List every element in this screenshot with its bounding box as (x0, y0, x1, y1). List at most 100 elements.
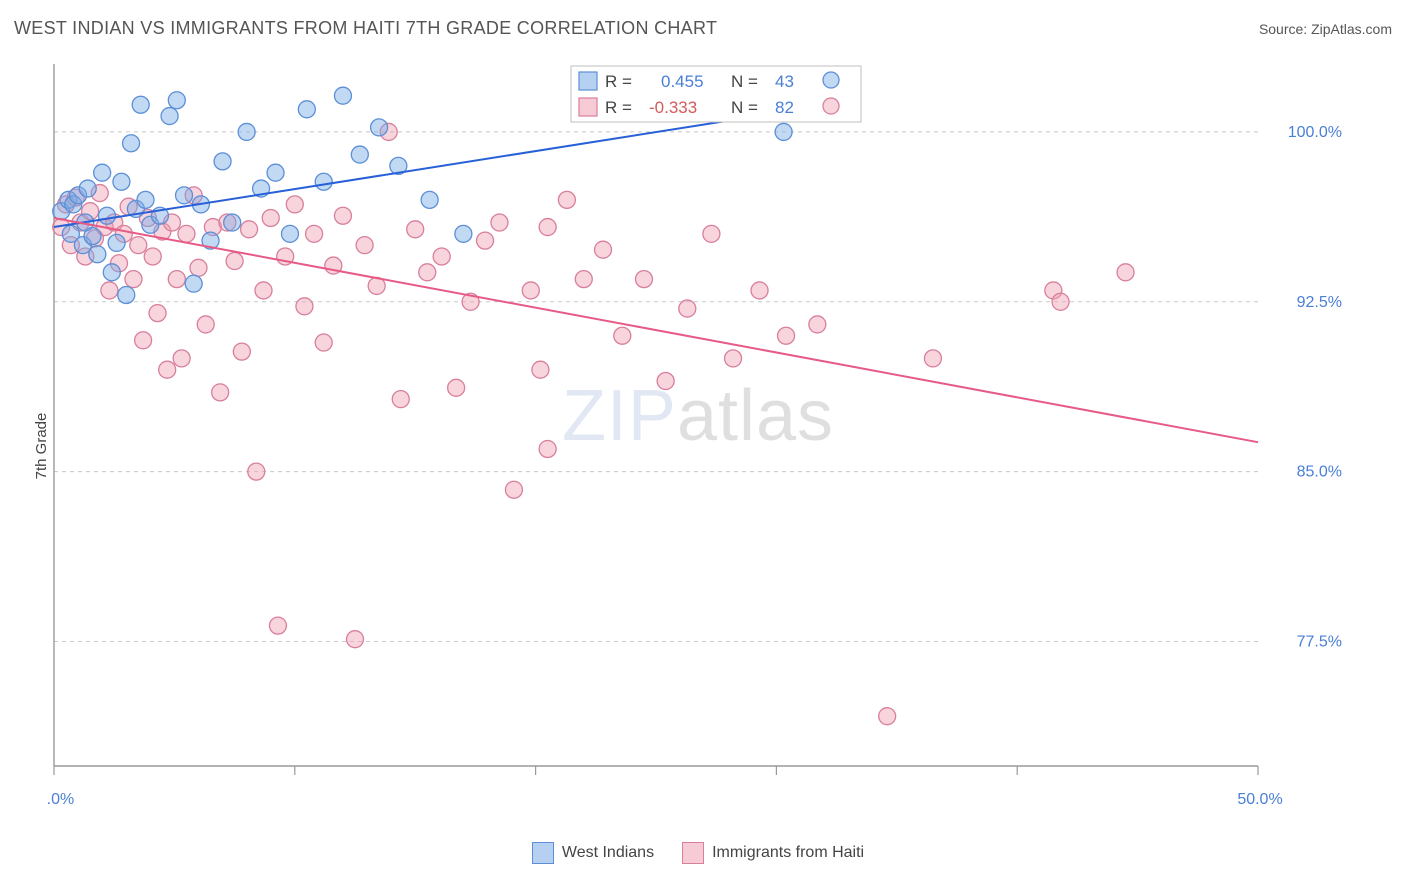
data-point (679, 300, 696, 317)
corr-n-label: N = (731, 72, 758, 91)
data-point (491, 214, 508, 231)
data-point (178, 225, 195, 242)
data-point (212, 384, 229, 401)
legend-label-1: West Indians (562, 844, 654, 862)
data-point (269, 617, 286, 634)
title-bar: WEST INDIAN VS IMMIGRANTS FROM HAITI 7TH… (14, 18, 1392, 39)
y-tick-label: 92.5% (1297, 294, 1342, 311)
data-point (241, 221, 258, 238)
data-point (130, 237, 147, 254)
data-point (286, 196, 303, 213)
data-point (123, 135, 140, 152)
data-point (505, 481, 522, 498)
data-point (539, 440, 556, 457)
legend-item-west-indians: West Indians (532, 842, 654, 864)
data-point (347, 631, 364, 648)
data-point (392, 391, 409, 408)
data-point (197, 316, 214, 333)
corr-r-value-2: -0.333 (649, 98, 697, 117)
data-point (924, 350, 941, 367)
corr-marker-blue (823, 72, 839, 88)
data-point (89, 246, 106, 263)
data-point (703, 225, 720, 242)
corr-n-value-1: 43 (775, 72, 794, 91)
corr-marker-pink (823, 98, 839, 114)
source-label: Source: ZipAtlas.com (1259, 21, 1392, 37)
data-point (267, 164, 284, 181)
data-point (433, 248, 450, 265)
data-point (135, 332, 152, 349)
x-tick-label: 0.0% (48, 791, 74, 806)
data-point (94, 164, 111, 181)
source-prefix: Source: (1259, 21, 1311, 37)
corr-r-label: R = (605, 98, 632, 117)
data-point (306, 225, 323, 242)
data-point (281, 225, 298, 242)
data-point (161, 108, 178, 125)
legend: West Indians Immigrants from Haiti (48, 842, 1348, 864)
corr-r-value-1: 0.455 (661, 72, 704, 91)
data-point (168, 92, 185, 109)
legend-swatch-pink (682, 842, 704, 864)
data-point (101, 282, 118, 299)
y-tick-label: 85.0% (1297, 464, 1342, 481)
data-point (419, 264, 436, 281)
data-point (108, 234, 125, 251)
data-point (255, 282, 272, 299)
data-point (614, 327, 631, 344)
data-point (775, 123, 792, 140)
legend-swatch-blue (532, 842, 554, 864)
data-point (149, 305, 166, 322)
data-point (224, 214, 241, 231)
data-point (298, 101, 315, 118)
data-point (334, 87, 351, 104)
data-point (477, 232, 494, 249)
chart-title: WEST INDIAN VS IMMIGRANTS FROM HAITI 7TH… (14, 18, 717, 39)
data-point (539, 219, 556, 236)
data-point (98, 207, 115, 224)
data-point (778, 327, 795, 344)
data-point (132, 96, 149, 113)
data-point (173, 350, 190, 367)
data-point (751, 282, 768, 299)
legend-label-2: Immigrants from Haiti (712, 844, 864, 862)
data-point (1117, 264, 1134, 281)
data-point (226, 253, 243, 270)
corr-n-value-2: 82 (775, 98, 794, 117)
data-point (118, 286, 135, 303)
trend-line (54, 218, 1258, 442)
corr-r-label: R = (605, 72, 632, 91)
data-point (421, 191, 438, 208)
data-point (176, 187, 193, 204)
data-point (371, 119, 388, 136)
data-point (356, 237, 373, 254)
data-point (455, 225, 472, 242)
y-tick-label: 100.0% (1288, 124, 1342, 141)
data-point (144, 248, 161, 265)
data-point (296, 298, 313, 315)
data-point (351, 146, 368, 163)
corr-swatch-pink (579, 98, 597, 116)
data-point (262, 209, 279, 226)
data-point (214, 153, 231, 170)
data-point (522, 282, 539, 299)
data-point (103, 264, 120, 281)
data-point (879, 708, 896, 725)
data-point (657, 373, 674, 390)
corr-swatch-blue (579, 72, 597, 90)
data-point (159, 361, 176, 378)
data-point (185, 275, 202, 292)
data-point (125, 271, 142, 288)
data-point (1052, 293, 1069, 310)
data-point (809, 316, 826, 333)
scatter-chart: 77.5%85.0%92.5%100.0%0.0%50.0%R =0.455N … (48, 56, 1348, 806)
trend-line (54, 109, 800, 227)
data-point (190, 259, 207, 276)
data-point (113, 173, 130, 190)
data-point (558, 191, 575, 208)
source-value: ZipAtlas.com (1311, 21, 1392, 37)
data-point (635, 271, 652, 288)
data-point (84, 228, 101, 245)
data-point (448, 379, 465, 396)
data-point (334, 207, 351, 224)
